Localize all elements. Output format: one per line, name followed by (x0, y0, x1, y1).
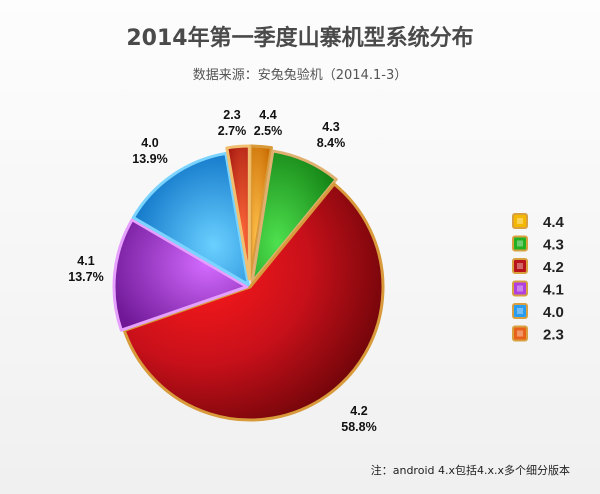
chart-subtitle: 数据来源：安兔兔验机（2014.1-3） (192, 68, 408, 83)
slice-labels: 4.4 2.5% 4.3 8.4% 4.2 58.8% 4.1 13.7% 4.0 13.9% 2.… (68, 108, 376, 434)
pie-slice-4-2 (122, 182, 385, 422)
legend-swatch-4-4 (512, 213, 528, 229)
legend-swatch-4-2 (512, 258, 528, 274)
slice-label-version-4-1: 4.1 (77, 254, 94, 268)
legend: 4.4 4.3 4.2 4.1 4.0 2.3 (512, 213, 565, 344)
legend-label-2-3: 2.3 (543, 327, 564, 344)
legend-swatch-highlight (517, 308, 523, 314)
legend-swatch-4-0 (512, 303, 528, 319)
slice-label-percent-4-4: 2.5% (254, 124, 283, 138)
legend-label-4-2: 4.2 (543, 259, 564, 276)
legend-label-4-4: 4.4 (543, 214, 565, 231)
slice-label-version-4-4: 4.4 (259, 108, 276, 122)
legend-swatch-highlight (517, 285, 523, 292)
slice-label-version-4-3: 4.3 (322, 120, 339, 134)
legend-label-4-3: 4.3 (543, 237, 564, 254)
legend-swatch-highlight (517, 330, 523, 337)
legend-swatch-highlight (517, 218, 523, 224)
pie-slice-4-3 (250, 149, 338, 284)
slice-label-version-4-0: 4.0 (141, 136, 158, 150)
slice-label-version-2-3: 2.3 (223, 108, 240, 122)
chart-note: 注：android 4.x包括4.x.x多个细分版本 (370, 464, 570, 477)
legend-swatch-highlight (517, 240, 523, 247)
slice-label-version-4-2: 4.2 (350, 404, 367, 418)
legend-label-4-0: 4.0 (543, 304, 564, 321)
pie-slice-2-3 (225, 144, 251, 281)
legend-swatch-4-3 (512, 235, 528, 252)
slice-label-percent-4-2: 58.8% (341, 420, 376, 434)
legend-label-4-1: 4.1 (543, 282, 564, 299)
slice-label-percent-4-0: 13.9% (132, 152, 167, 166)
legend-swatch-highlight (517, 263, 523, 269)
slices-group (112, 144, 385, 422)
legend-swatch-2-3 (512, 325, 528, 342)
slice-label-percent-4-3: 8.4% (317, 136, 346, 150)
pie-slice-4-1 (112, 218, 249, 332)
pie-slice-4-0 (131, 151, 250, 287)
slice-label-percent-4-1: 13.7% (68, 270, 103, 284)
legend-swatch-4-1 (512, 280, 528, 297)
chart-title: 2014年第一季度山寨机型系统分布 (126, 26, 474, 51)
slice-label-percent-2-3: 2.7% (218, 124, 247, 138)
